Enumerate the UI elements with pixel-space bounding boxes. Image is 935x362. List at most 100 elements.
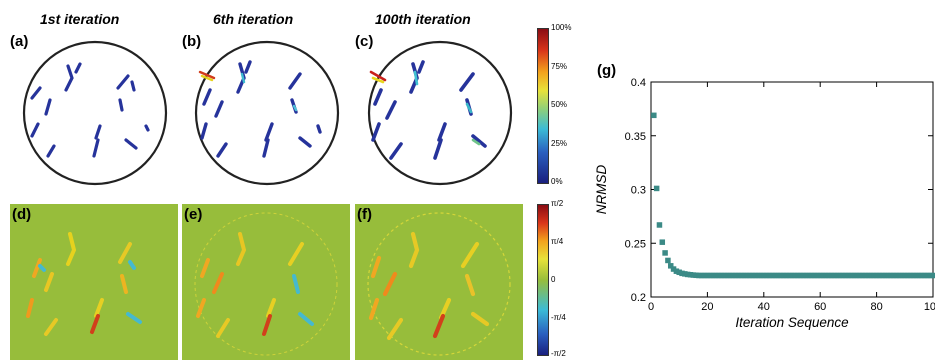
data-point: [800, 272, 807, 279]
data-point: [916, 272, 922, 279]
data-point: [755, 272, 761, 279]
data-point: [670, 266, 677, 272]
data-point: [817, 272, 823, 279]
data-point: [893, 272, 900, 279]
data-point: [856, 272, 863, 279]
amplitude-colorbar-tick-0: 0%: [551, 177, 563, 186]
data-point: [792, 272, 798, 279]
x-tick-label: 40: [758, 301, 770, 313]
data-point: [701, 272, 708, 279]
data-point: [814, 272, 821, 279]
phase-colorbar-tick-pi2: π/2: [551, 199, 564, 208]
data-point: [871, 272, 877, 279]
data-point: [806, 272, 812, 279]
data-point: [797, 272, 804, 279]
data-point: [684, 271, 691, 278]
data-point: [811, 272, 818, 279]
x-tick-label: 100: [924, 301, 935, 313]
panel-label-d: (d): [12, 206, 32, 223]
phase-panel-e: [182, 204, 350, 360]
data-point: [710, 272, 716, 279]
phase-colorbar-tick-neg-pi4: -π/4: [551, 313, 566, 322]
data-point: [687, 271, 694, 278]
data-point: [761, 272, 767, 279]
data-point: [865, 272, 871, 279]
phase-colorbar-tick-0: 0: [551, 275, 556, 284]
data-point: [842, 272, 849, 279]
data-point: [713, 272, 719, 279]
data-point: [724, 272, 730, 279]
data-point: [879, 272, 885, 279]
amplitude-colorbar-tick-100: 100%: [551, 23, 572, 32]
panel-label-f: (f): [357, 206, 372, 223]
data-point: [803, 272, 809, 279]
panel-label-b: (b): [182, 33, 202, 50]
data-point: [848, 272, 854, 279]
chart-axes: 0 20 40 60 80 100 0.2 0.25 0.3 0.35 0.4: [625, 77, 935, 313]
data-point: [907, 272, 914, 279]
data-point: [707, 272, 713, 279]
data-point: [904, 272, 911, 279]
data-point: [749, 272, 756, 279]
data-point: [727, 272, 733, 279]
data-point: [769, 272, 776, 279]
x-tick-label: 20: [701, 301, 713, 313]
data-point: [699, 272, 705, 279]
data-point: [682, 271, 688, 277]
data-point: [859, 272, 866, 279]
data-point: [913, 272, 919, 279]
amplitude-panel-b: [194, 40, 340, 186]
data-point: [676, 269, 682, 276]
nrmsd-chart: 0 20 40 60 80 100 0.2 0.25 0.3 0.35 0.4 Iteration …: [594, 77, 935, 330]
data-point: [820, 272, 826, 279]
data-point: [651, 112, 657, 119]
data-point: [896, 272, 902, 279]
x-tick-label: 80: [870, 301, 882, 313]
data-point: [766, 272, 773, 279]
amplitude-colorbar: [537, 28, 549, 184]
data-point: [659, 239, 666, 245]
data-point: [927, 272, 933, 279]
chart-points: [651, 112, 935, 279]
data-point: [752, 272, 759, 279]
data-point: [744, 272, 750, 279]
data-point: [721, 272, 728, 279]
column-title-6th: 6th iteration: [213, 11, 294, 27]
data-point: [667, 263, 674, 269]
data-point: [746, 272, 753, 279]
data-point: [679, 270, 685, 277]
y-tick-label: 0.3: [631, 185, 646, 197]
phase-colorbar-tick-neg-pi2: -π/2: [551, 349, 566, 358]
data-point: [828, 272, 835, 279]
y-tick-label: 0.35: [625, 131, 646, 143]
data-point: [910, 272, 917, 279]
data-point: [662, 250, 668, 256]
data-point: [704, 272, 711, 279]
column-title-100th: 100th iteration: [375, 11, 471, 27]
data-point: [718, 272, 725, 279]
x-tick-label: 60: [814, 301, 826, 313]
amplitude-colorbar-tick-25: 25%: [551, 139, 568, 148]
data-point: [690, 272, 697, 278]
data-point: [873, 272, 880, 279]
data-point: [653, 185, 660, 192]
data-point: [772, 272, 778, 279]
data-point: [738, 272, 744, 279]
data-point: [930, 272, 935, 279]
data-point: [693, 272, 699, 279]
data-point: [786, 272, 792, 279]
data-point: [924, 272, 931, 279]
data-point: [656, 222, 663, 228]
data-point: [825, 272, 832, 279]
panel-label-e: (e): [184, 206, 203, 223]
data-point: [890, 272, 897, 279]
x-tick-label: 0: [648, 301, 654, 313]
phase-colorbar-tick-pi4: π/4: [551, 237, 564, 246]
data-point: [862, 272, 869, 279]
data-point: [899, 272, 905, 279]
data-point: [696, 272, 702, 279]
y-tick-label: 0.4: [631, 77, 646, 89]
data-point: [845, 272, 852, 279]
data-point: [777, 272, 784, 279]
data-point: [763, 272, 770, 279]
